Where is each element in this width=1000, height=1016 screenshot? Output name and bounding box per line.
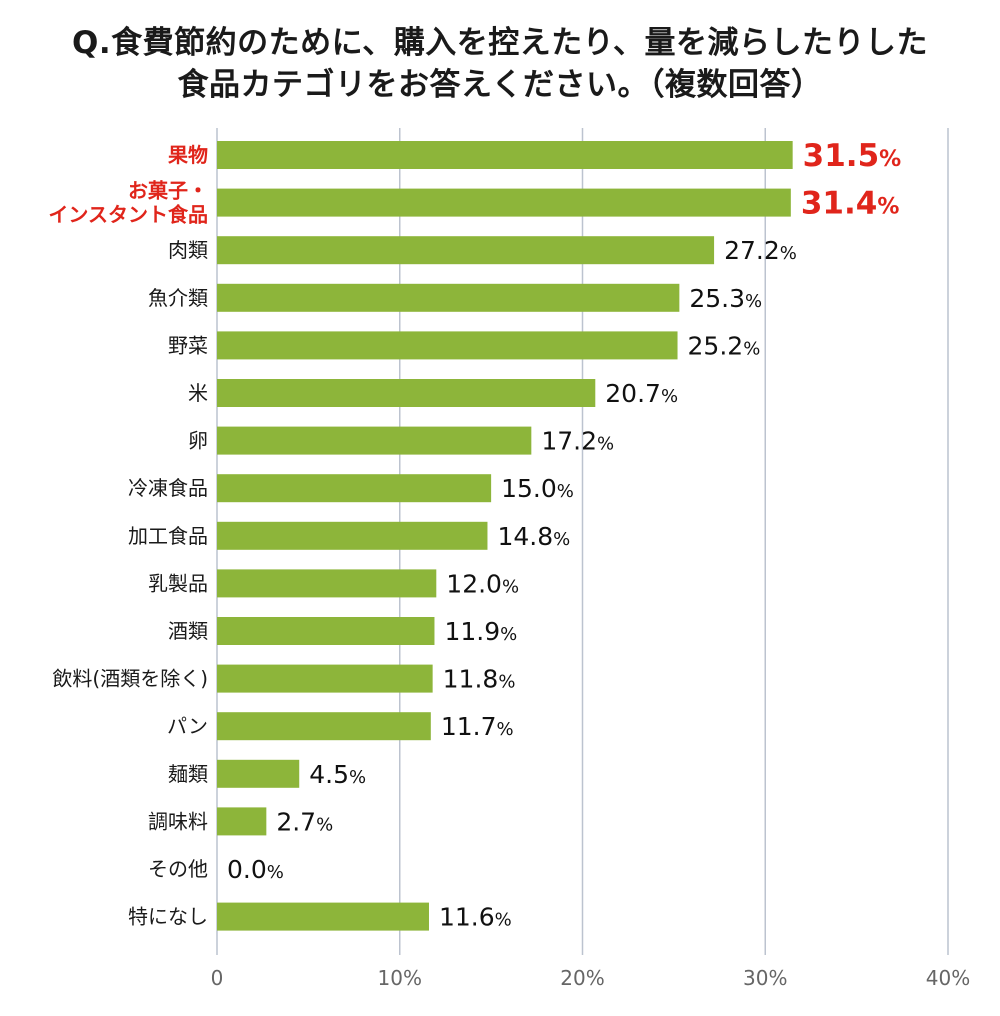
value-label-10: 11.9% xyxy=(444,617,517,646)
value-unit-3: % xyxy=(745,291,762,312)
value-number-9: 12.0 xyxy=(446,569,502,598)
value-unit-13: % xyxy=(349,767,366,788)
value-label-11: 11.8% xyxy=(443,665,516,694)
bar-2 xyxy=(217,236,715,265)
bar-16 xyxy=(217,902,429,931)
category-label-10: 酒類 xyxy=(168,619,208,643)
bar-5 xyxy=(217,379,596,407)
bar-11 xyxy=(217,664,433,693)
value-number-5: 20.7 xyxy=(605,379,661,408)
value-number-3: 25.3 xyxy=(689,284,745,313)
bar-3 xyxy=(217,283,680,312)
category-label-7: 冷凍食品 xyxy=(128,476,208,500)
value-label-2: 27.2% xyxy=(724,236,797,265)
value-number-10: 11.9 xyxy=(444,617,500,646)
value-label-12: 11.7% xyxy=(441,712,514,741)
bar-10 xyxy=(217,617,435,645)
value-number-15: 0.0 xyxy=(227,855,267,884)
value-label-7: 15.0% xyxy=(501,474,574,503)
bar-6 xyxy=(217,426,532,455)
value-unit-11: % xyxy=(498,672,515,693)
value-label-9: 12.0% xyxy=(446,569,519,598)
value-label-5: 20.7% xyxy=(605,379,678,408)
value-unit-10: % xyxy=(500,624,517,645)
category-label-3: 魚介類 xyxy=(148,286,208,310)
value-unit-14: % xyxy=(316,814,333,835)
value-number-7: 15.0 xyxy=(501,474,557,503)
value-number-1: 31.4 xyxy=(801,186,878,222)
value-label-3: 25.3% xyxy=(689,284,762,313)
value-unit-4: % xyxy=(743,338,760,359)
category-label-14: 調味料 xyxy=(148,809,208,833)
bar-12 xyxy=(217,712,431,741)
x-tick-label-40: 40% xyxy=(926,966,970,990)
bar-0 xyxy=(217,141,793,169)
x-tick-label-0: 0 xyxy=(211,966,224,990)
value-label-4: 25.2% xyxy=(688,331,761,360)
category-label-11: 飲料(酒類を除く) xyxy=(52,667,208,691)
value-number-2: 27.2 xyxy=(724,236,780,265)
x-tick-label-10: 10% xyxy=(378,966,422,990)
value-label-1: 31.4% xyxy=(801,186,900,222)
value-unit-6: % xyxy=(597,434,614,455)
value-unit-12: % xyxy=(496,719,513,740)
category-label-9: 乳製品 xyxy=(148,571,208,595)
category-label-6: 卵 xyxy=(188,429,208,453)
value-label-8: 14.8% xyxy=(497,522,570,551)
value-unit-7: % xyxy=(557,481,574,502)
bars xyxy=(217,141,793,931)
x-tick-label-30: 30% xyxy=(743,966,787,990)
x-tick-label-20: 20% xyxy=(560,966,604,990)
x-axis-ticks: 0 10% 20% 30% 40% xyxy=(211,966,971,990)
bar-9 xyxy=(217,569,437,598)
value-unit-0: % xyxy=(879,147,901,172)
value-label-14: 2.7% xyxy=(276,807,333,836)
value-unit-2: % xyxy=(780,243,797,264)
category-label-4: 野菜 xyxy=(168,333,208,357)
value-number-11: 11.8 xyxy=(443,665,499,694)
value-label-6: 17.2% xyxy=(541,427,614,456)
category-label-12: パン xyxy=(167,714,208,738)
value-number-12: 11.7 xyxy=(441,712,497,741)
category-labels: 果物お菓子・インスタント食品肉類魚介類野菜米卵冷凍食品加工食品乳製品酒類飲料(酒… xyxy=(48,143,208,929)
category-label-5: 米 xyxy=(188,381,208,405)
chart-title-line-2: 食品カテゴリをお答えください。（複数回答） xyxy=(177,67,823,103)
value-unit-1: % xyxy=(877,195,899,220)
bar-4 xyxy=(217,331,678,360)
value-label-16: 11.6% xyxy=(439,903,512,932)
bar-1 xyxy=(217,188,791,217)
bar-8 xyxy=(217,521,488,550)
category-label-2: 肉類 xyxy=(168,238,208,262)
value-number-16: 11.6 xyxy=(439,903,495,932)
category-label-16: 特になし xyxy=(128,905,208,929)
category-label-15: その他 xyxy=(148,857,208,881)
value-number-0: 31.5 xyxy=(803,138,880,174)
value-number-14: 2.7 xyxy=(276,807,316,836)
value-unit-8: % xyxy=(553,529,570,550)
value-label-0: 31.5% xyxy=(803,138,902,174)
category-label-8: 加工食品 xyxy=(128,524,208,548)
category-label-1-1: インスタント食品 xyxy=(48,203,208,227)
value-number-6: 17.2 xyxy=(541,427,597,456)
value-unit-15: % xyxy=(267,862,284,883)
value-number-4: 25.2 xyxy=(688,331,744,360)
value-label-15: 0.0% xyxy=(227,855,284,884)
value-number-8: 14.8 xyxy=(497,522,553,551)
value-unit-9: % xyxy=(502,576,519,597)
value-labels: 31.5%31.4%27.2%25.3%25.2%20.7%17.2%15.0%… xyxy=(227,138,901,932)
value-number-13: 4.5 xyxy=(309,760,349,789)
chart-title: Q.食費節約のために、購入を控えたり、量を減らしたりした 食品カテゴリをお答えく… xyxy=(0,22,1000,106)
value-label-13: 4.5% xyxy=(309,760,366,789)
category-label-13: 麺類 xyxy=(168,762,208,786)
value-unit-5: % xyxy=(661,386,678,407)
bar-7 xyxy=(217,474,492,503)
chart-title-line-1: Q.食費節約のために、購入を控えたり、量を減らしたりした xyxy=(72,25,928,61)
bar-13 xyxy=(217,759,300,788)
category-label-1-0: お菓子・ xyxy=(128,179,208,203)
category-label-0: 果物 xyxy=(168,143,208,167)
bar-14 xyxy=(217,807,267,836)
value-unit-16: % xyxy=(495,910,512,931)
